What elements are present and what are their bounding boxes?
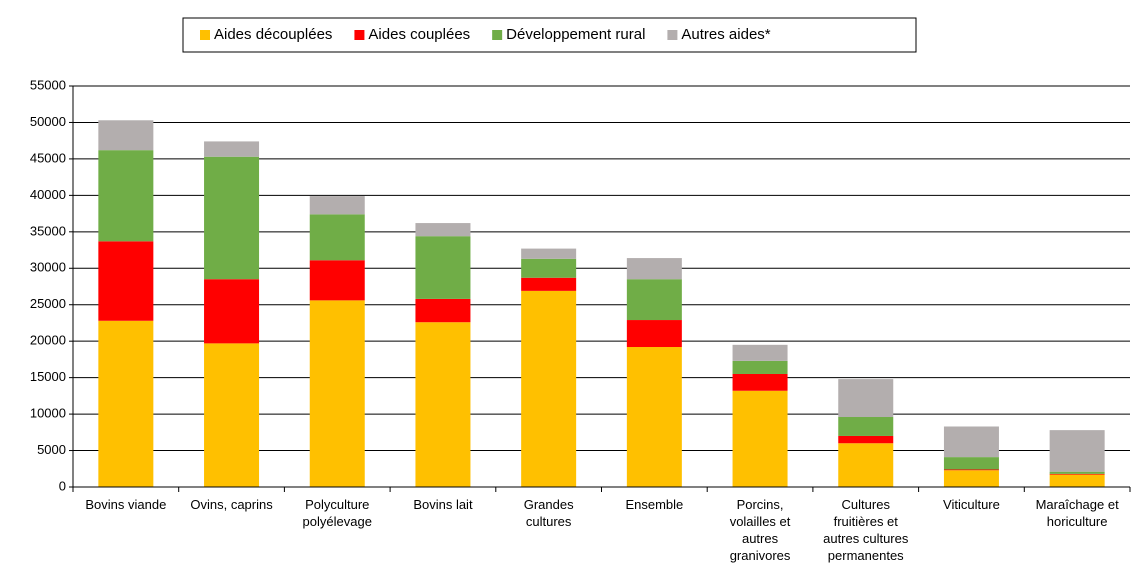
y-tick-label: 30000 [30, 260, 66, 275]
x-tick-label-line: permanentes [828, 548, 904, 563]
bar-segment [626, 320, 682, 348]
bar-segment [1049, 474, 1105, 487]
bar-segment [1049, 471, 1105, 474]
bar-segment [943, 469, 999, 471]
x-tick-label-line: horiculture [1047, 514, 1108, 529]
y-tick-label: 25000 [30, 296, 66, 311]
legend-label: Développement rural [506, 26, 645, 43]
x-tick-label-line: polyélevage [303, 514, 372, 529]
x-tick-label-line: Ensemble [625, 497, 683, 512]
x-tick-label-line: Grandes [524, 497, 574, 512]
y-tick-label: 15000 [30, 369, 66, 384]
legend-label: Aides couplées [368, 26, 470, 43]
bar-segment [1049, 430, 1105, 472]
bar-segment [309, 260, 365, 301]
legend-swatch [667, 30, 678, 40]
x-tick-label-line: fruitières et [834, 514, 899, 529]
legend-box [182, 17, 917, 53]
x-tick-label: Grandes cultures [524, 497, 574, 529]
x-tick-label-line: granivores [730, 548, 791, 563]
bar-segment [98, 320, 154, 487]
bar-segment [415, 236, 471, 299]
x-tick-label: Maraîchage et horiculture [1036, 497, 1119, 529]
bar-segment [838, 379, 894, 418]
x-tick-label: Porcins, volailles et autres granivores [730, 497, 791, 563]
x-tick-label: Ovins, caprins [190, 497, 273, 512]
bar-segment [415, 322, 471, 487]
bar-segment [204, 141, 260, 157]
y-tick-label: 0 [59, 478, 66, 493]
bar-segment [309, 214, 365, 261]
x-tick-label-line: cultures [526, 514, 572, 529]
y-tick-label: 35000 [30, 223, 66, 238]
bar-segment [415, 298, 471, 323]
bar-segment [98, 120, 154, 151]
x-tick-label-line: Bovins viande [85, 497, 166, 512]
bar-segment [838, 443, 894, 487]
y-tick-label: 55000 [30, 77, 66, 92]
bar-segment [1049, 473, 1105, 475]
x-tick-label-line: autres cultures [823, 531, 909, 546]
x-tick-label-line: Cultures [842, 497, 891, 512]
x-tick-label-line: Viticulture [943, 497, 1000, 512]
bar-segment [838, 417, 894, 436]
y-tick-label: 5000 [37, 442, 66, 457]
x-tick-label-line: Bovins lait [413, 497, 473, 512]
x-tick-label: Ensemble [625, 497, 683, 512]
bar-segment [626, 347, 682, 487]
legend-label: Aides découplées [214, 26, 332, 43]
bar-segment [521, 258, 577, 278]
x-tick-label: Bovins lait [413, 497, 473, 512]
legend-swatch [492, 30, 503, 40]
x-tick-label: Cultures fruitières et autres cultures perm… [823, 497, 909, 563]
bar-segment [732, 390, 788, 487]
x-tick-label-line: Ovins, caprins [190, 497, 273, 512]
bar-segment [98, 241, 154, 321]
x-tick-label: Viticulture [943, 497, 1000, 512]
bar-segment [98, 150, 154, 242]
x-tick-label-line: autres [742, 531, 779, 546]
bar-segment [521, 277, 577, 291]
x-tick-label-line: Maraîchage et [1036, 497, 1119, 512]
bar-segment [309, 300, 365, 487]
bar-segment [204, 156, 260, 280]
legend-swatch [200, 30, 210, 40]
x-tick-label-line: volailles et [730, 514, 791, 529]
y-tick-label: 45000 [30, 150, 66, 165]
x-tick-label: Polyculture polyélevage [303, 497, 372, 529]
legend-label: Autres aides* [681, 26, 770, 43]
bar-segment [415, 223, 471, 237]
bar-segment [626, 258, 682, 280]
bar-segment [521, 290, 577, 487]
bar-segment [943, 457, 999, 470]
bar-segment [309, 196, 365, 215]
x-tick-label: Bovins viande [85, 497, 166, 512]
bar-segment [732, 360, 788, 374]
y-tick-label: 10000 [30, 406, 66, 421]
x-tick-label-line: Porcins, [737, 497, 784, 512]
y-tick-label: 50000 [30, 114, 66, 129]
bar-segment [204, 279, 260, 344]
bar-segment [732, 344, 788, 361]
bar-segment [943, 426, 999, 458]
x-tick-label-line: Polyculture [305, 497, 369, 512]
bar-segment [732, 373, 788, 391]
y-tick-label: 20000 [30, 333, 66, 348]
bar-segment [943, 470, 999, 487]
legend-swatch [354, 30, 365, 40]
bar-segment [521, 248, 577, 259]
y-tick-label: 40000 [30, 187, 66, 202]
bar-segment [838, 435, 894, 444]
bar-segment [204, 343, 260, 487]
bar-segment [626, 279, 682, 321]
